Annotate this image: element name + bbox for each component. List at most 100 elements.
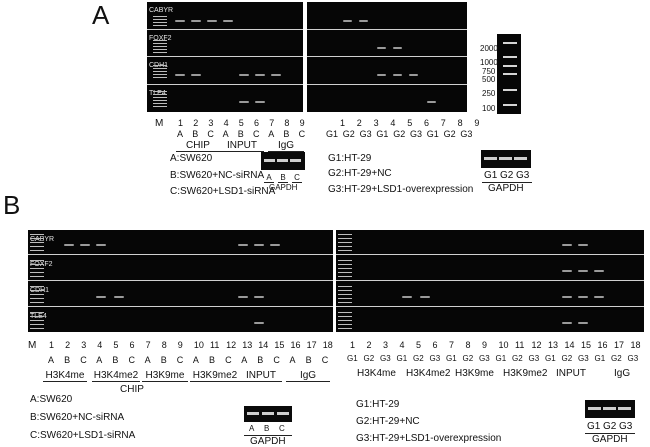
- gapdh-lane-label: C: [292, 173, 302, 183]
- lane-condition-label: G1: [426, 129, 439, 139]
- lane-number: 17: [306, 340, 317, 350]
- lane-condition-label: G2: [413, 354, 424, 363]
- lane-number: 2: [366, 340, 372, 350]
- legend-item: G1:HT-29: [328, 153, 372, 164]
- gel-band: [562, 270, 572, 272]
- lane-condition-label: B: [209, 355, 216, 365]
- row-separator: [336, 254, 644, 255]
- lane-number: 8: [161, 340, 167, 350]
- legend-item: G3:HT-29+LSD1-overexpression: [328, 184, 474, 195]
- lane-number: 9: [474, 118, 480, 128]
- lane-condition-label: G1: [347, 354, 358, 363]
- dna-ladder: [338, 310, 352, 330]
- lane-condition-label: B: [64, 355, 71, 365]
- lane-condition-label: G3: [627, 354, 639, 363]
- row-separator: [28, 280, 333, 281]
- dna-ladder: [30, 310, 44, 330]
- gapdh-lane-label: B: [278, 173, 288, 183]
- gapdh-lane-label: G2: [500, 170, 514, 181]
- group-label-igg: IgG: [268, 140, 304, 152]
- lane-condition-label: B: [283, 129, 290, 139]
- lane-number: 14: [258, 340, 269, 350]
- gel-band: [191, 20, 201, 22]
- gapdh-label: GAPDH: [250, 436, 286, 447]
- lane-condition-label: B: [305, 355, 312, 365]
- lane-condition-label: B: [257, 355, 264, 365]
- gel-band: [239, 74, 249, 76]
- lane-number: 2: [193, 118, 199, 128]
- lane-condition-label: G3: [410, 129, 423, 139]
- row-separator: [147, 84, 303, 85]
- group-label: H3K9me: [455, 368, 494, 379]
- lane-number: 6: [432, 340, 438, 350]
- gel-band: [402, 296, 412, 298]
- lane-number: 1: [340, 118, 346, 128]
- lane-number: 12: [531, 340, 542, 350]
- gel-band: [562, 322, 572, 324]
- gapdh-gel: [481, 150, 531, 168]
- group-label: H3K4me2: [406, 368, 451, 379]
- gel-band: [191, 74, 201, 76]
- lane-number: 5: [238, 118, 244, 128]
- row-separator: [307, 84, 467, 85]
- gene-label-tle4: TLE4: [149, 90, 166, 97]
- legend-item: C:SW620+LSD1-siRNA: [30, 430, 136, 441]
- lane-condition-label: C: [273, 355, 280, 365]
- gel-band: [578, 322, 588, 324]
- gel-band: [175, 20, 185, 22]
- gapdh-gel: [244, 406, 292, 422]
- lane-condition-label: G1: [545, 354, 556, 363]
- lane-number: 7: [269, 118, 275, 128]
- panel-a-letter: A: [92, 0, 110, 30]
- gapdh-lane-label: A: [249, 424, 255, 433]
- lane-number: 8: [465, 340, 471, 350]
- gel-band: [427, 101, 436, 103]
- group-label: IgG: [614, 368, 631, 379]
- gel-band: [223, 20, 233, 22]
- lane-number: 12: [226, 340, 237, 350]
- lane-number: 10: [193, 340, 204, 350]
- gel-band: [343, 20, 352, 22]
- lane-number: 7: [449, 340, 455, 350]
- gel-band: [207, 20, 217, 22]
- lane-condition-label: A: [289, 355, 296, 365]
- gel-band: [393, 74, 402, 76]
- lane-number: 2: [356, 118, 362, 128]
- lane-condition-label: A: [192, 355, 199, 365]
- gel-band: [409, 74, 418, 76]
- lane-number: 15: [581, 340, 592, 350]
- lane-condition-label: C: [253, 129, 260, 139]
- marker-size-label: 2000: [480, 44, 498, 53]
- gapdh-lane-label: G1: [484, 170, 498, 181]
- gene-label-cabyr: CABYR: [30, 236, 55, 243]
- gene-label-cabyr: CABYR: [149, 7, 174, 14]
- lane-marker-label: M: [155, 118, 164, 129]
- gel-band: [114, 296, 124, 298]
- gapdh-gel: [585, 400, 635, 418]
- marker-size-label: 250: [482, 89, 496, 98]
- lane-condition-label: G3: [460, 129, 473, 139]
- lane-number: 4: [390, 118, 396, 128]
- lane-condition-label: A: [268, 129, 275, 139]
- lane-condition-label: G3: [429, 354, 441, 363]
- lane-number: 3: [383, 340, 389, 350]
- lane-condition-label: C: [176, 355, 184, 365]
- lane-number: 1: [49, 340, 55, 350]
- legend-item: G1:HT-29: [356, 399, 400, 410]
- gapdh-lane-label: G2: [603, 421, 617, 432]
- group-label: H3K4me: [357, 368, 396, 379]
- legend-item: A:SW620: [30, 394, 73, 405]
- lane-number: 8: [284, 118, 290, 128]
- legend-item: G3:HT-29+LSD1-overexpression: [356, 433, 502, 444]
- lane-number: 18: [630, 340, 641, 350]
- legend-item: A:SW620: [170, 153, 213, 164]
- gel-band: [420, 296, 430, 298]
- gapdh-label: GAPDH: [269, 183, 298, 192]
- group-label: H3K4me2: [92, 370, 140, 382]
- lane-number: 2: [65, 340, 71, 350]
- group-label: H3K4me: [43, 370, 87, 382]
- gel-band: [377, 74, 386, 76]
- panel-b-right-gel: [336, 230, 644, 332]
- lane-number: 3: [81, 340, 87, 350]
- gel-band: [594, 296, 604, 298]
